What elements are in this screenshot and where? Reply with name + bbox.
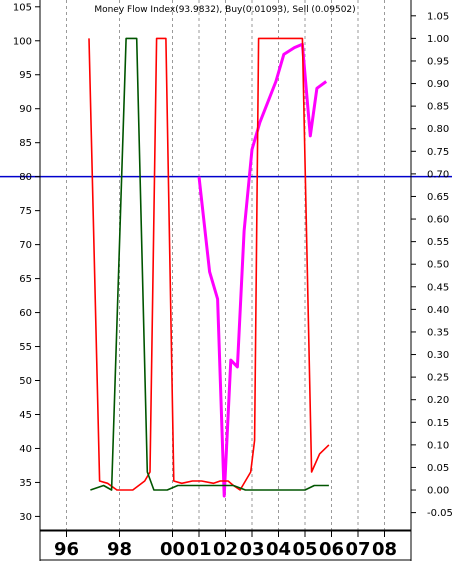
x-tick-label: 01 (186, 539, 211, 560)
x-tick-label: 04 (266, 539, 291, 560)
right-tick-label: 0.50 (427, 260, 449, 271)
series-layer (88, 37, 330, 498)
left-tick-label: 65 (19, 274, 32, 285)
right-tick-label: 0.10 (427, 440, 449, 451)
tick-layer: 105 100 95 90 85 80 75 70 65 60 55 50 45 40 35 30 1.05 1.… (13, 2, 452, 560)
left-tick-label: 100 (13, 36, 32, 47)
left-tick-label: 60 (19, 308, 32, 319)
right-tick-label: 0.75 (427, 147, 449, 158)
series-line-3 (90, 37, 329, 491)
right-tick-label: 0.55 (427, 237, 449, 248)
right-tick-label: 0.05 (427, 463, 449, 474)
left-tick-label: 105 (13, 2, 32, 13)
right-tick-label: 0.60 (427, 215, 449, 226)
left-tick-label: 55 (19, 342, 32, 353)
x-tick-label: 96 (54, 539, 79, 560)
right-tick-label: 0.00 (427, 486, 449, 497)
left-tick-label: 35 (19, 478, 32, 489)
left-tick-label: 85 (19, 138, 32, 149)
right-tick-label: 0.20 (427, 395, 449, 406)
right-tick-label: 0.15 (427, 418, 449, 429)
left-tick-label: 40 (19, 444, 32, 455)
right-tick-label: 0.45 (427, 282, 449, 293)
left-tick-label: 75 (19, 206, 32, 217)
right-tick-label: 0.90 (427, 79, 449, 90)
left-tick-label: 30 (19, 512, 32, 523)
x-tick-label: 05 (292, 539, 317, 560)
x-tick-label: 02 (213, 539, 238, 560)
left-tick-label: 95 (19, 70, 32, 81)
right-tick-label: 0.85 (427, 102, 449, 113)
right-tick-label: 0.25 (427, 373, 449, 384)
grid-layer (66, 0, 385, 530)
left-tick-label: 50 (19, 376, 32, 387)
right-tick-label: 0.30 (427, 350, 449, 361)
x-tick-label: 07 (345, 539, 370, 560)
x-tick-label: 08 (372, 539, 397, 560)
right-tick-label: 1.00 (427, 34, 449, 45)
left-tick-label: 80 (19, 172, 32, 183)
right-tick-label: 1.05 (427, 11, 449, 22)
series-line-2 (88, 37, 330, 491)
right-tick-label: 0.35 (427, 327, 449, 338)
right-tick-label: 0.70 (427, 169, 449, 180)
chart-title: Money Flow Index(93.9832), Buy(0.01093),… (94, 5, 355, 15)
x-tick-label: 06 (319, 539, 344, 560)
x-tick-label: 03 (239, 539, 264, 560)
right-tick-label: 0.65 (427, 192, 449, 203)
right-tick-label: 0.95 (427, 56, 449, 67)
right-tick-label: 0.40 (427, 305, 449, 316)
x-tick-label: 98 (107, 539, 132, 560)
left-tick-label: 45 (19, 410, 32, 421)
left-tick-label: 90 (19, 104, 32, 115)
left-tick-label: 70 (19, 240, 32, 251)
x-tick-label: 00 (160, 539, 185, 560)
right-tick-label: 0.80 (427, 124, 449, 135)
right-tick-label: -0.05 (427, 508, 452, 519)
series-line-1 (197, 42, 328, 498)
